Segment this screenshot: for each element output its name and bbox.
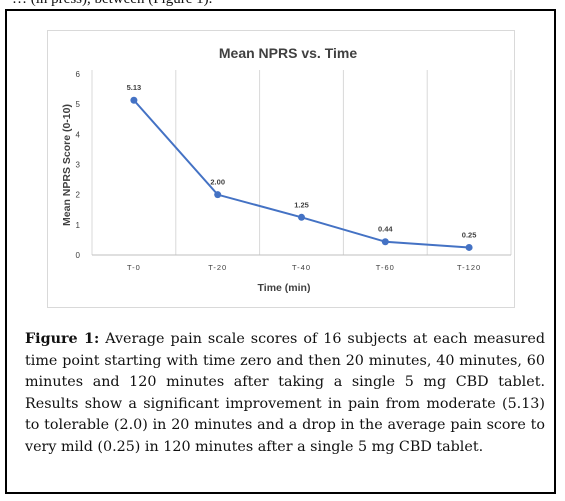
y-tick-label: 2 (76, 191, 81, 200)
data-point (465, 243, 473, 251)
chart-container: 0 1 2 3 4 5 6 T-0 T-20 T-40 T-60 T-120 Mean NPRS vs… (47, 30, 515, 308)
y-tick-label: 5 (76, 100, 81, 109)
x-tick-label: T-20 (208, 263, 227, 272)
x-axis-label: Time (min) (258, 282, 311, 294)
y-tick-label: 3 (76, 161, 81, 170)
data-point (130, 96, 138, 104)
data-label: 2.00 (210, 178, 225, 187)
y-tick-label: 4 (76, 130, 81, 139)
data-point (298, 213, 305, 221)
x-tick-label: T-120 (457, 263, 481, 272)
caption-text: Average pain scale scores of 16 subjects… (25, 331, 546, 455)
x-tick-label: T-0 (127, 263, 141, 272)
y-tick-label: 6 (76, 70, 81, 79)
caption-label: Figure 1: (25, 331, 100, 347)
figure-frame: 0 1 2 3 4 5 6 T-0 T-20 T-40 T-60 T-120 Mean NPRS vs… (5, 9, 556, 494)
figure-caption: Figure 1: Average pain scale scores of 1… (25, 329, 545, 458)
data-label: 0.44 (378, 225, 393, 234)
data-label: 1.25 (294, 200, 309, 209)
series-line (133, 99, 470, 249)
data-label: 0.25 (462, 230, 477, 239)
chart-gridlines (91, 70, 512, 255)
data-label: 5.13 (127, 83, 142, 92)
previous-text-fragment: … (in press), between (Figure 1). (12, 0, 212, 8)
y-tick-label: 0 (76, 251, 81, 260)
data-point (381, 238, 389, 246)
line-chart: 0 1 2 3 4 5 6 T-0 T-20 T-40 T-60 T-120 Mean NPRS vs… (61, 45, 512, 294)
chart-axes: 0 1 2 3 4 5 6 T-0 T-20 T-40 T-60 T-120 (76, 70, 511, 272)
data-point (214, 191, 222, 199)
series-nprs: 5.13 2.00 1.25 0.44 0.25 (127, 83, 477, 251)
chart-title: Mean NPRS vs. Time (219, 45, 357, 61)
x-tick-label: T-40 (292, 263, 311, 272)
y-tick-label: 1 (76, 221, 81, 230)
y-axis-label: Mean NPRS Score (0-10) (61, 104, 73, 226)
x-tick-label: T-60 (376, 263, 395, 272)
